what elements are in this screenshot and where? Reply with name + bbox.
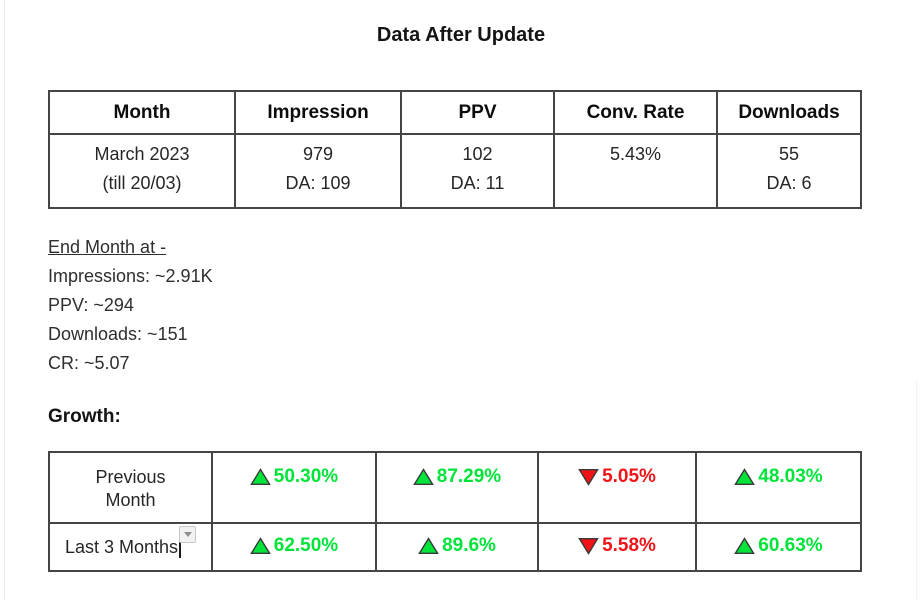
growth-cell: 89.6% bbox=[375, 522, 539, 572]
growth-value: 60.63% bbox=[734, 534, 823, 557]
growth-value: 50.30% bbox=[249, 466, 339, 488]
table-options-button[interactable] bbox=[179, 526, 197, 543]
conv-rate-value: 5.43% bbox=[609, 144, 662, 164]
growth-cell: 5.05% bbox=[537, 451, 697, 524]
column-header-ppv: PPV bbox=[400, 90, 555, 135]
text-cursor bbox=[179, 536, 182, 558]
growth-row-last-3-months: Last 3 Months 62.50% 89.6% bbox=[48, 522, 862, 572]
triangle-up-icon bbox=[734, 536, 756, 555]
label-line2: Month bbox=[105, 490, 156, 510]
chevron-down-icon bbox=[183, 532, 192, 537]
growth-value: 89.6% bbox=[418, 535, 496, 557]
ppv-line2: DA: 11 bbox=[450, 173, 505, 193]
column-header-downloads: Downloads bbox=[716, 90, 862, 135]
label-text: Last 3 Months bbox=[64, 536, 179, 557]
growth-cell: 60.63% bbox=[695, 522, 862, 572]
triangle-up-icon bbox=[249, 536, 271, 555]
growth-cell: 50.30% bbox=[211, 451, 377, 524]
growth-percent: 48.03% bbox=[758, 466, 823, 487]
growth-cell: 48.03% bbox=[695, 451, 862, 524]
month-line2: (till 20/03) bbox=[102, 173, 182, 193]
downloads-line2: DA: 6 bbox=[766, 173, 812, 193]
growth-percent: 50.30% bbox=[273, 466, 339, 487]
triangle-up-icon bbox=[418, 536, 439, 555]
page-title: Data After Update bbox=[376, 24, 546, 46]
growth-percent: 60.63% bbox=[758, 534, 823, 556]
growth-value: 62.50% bbox=[249, 534, 339, 557]
growth-value: 48.03% bbox=[734, 466, 823, 488]
cell-month: March 2023 (till 20/03) bbox=[48, 133, 236, 209]
column-header-conv-rate: Conv. Rate bbox=[553, 90, 718, 135]
end-month-downloads: Downloads: ~151 bbox=[48, 324, 188, 344]
impression-line2: DA: 109 bbox=[285, 173, 351, 193]
triangle-up-icon bbox=[249, 468, 271, 486]
page-edge-line bbox=[4, 0, 5, 600]
cell-downloads: 55 DA: 6 bbox=[716, 133, 862, 209]
growth-row-previous-month: Previous Month 50.30% 87.29% 5.05% bbox=[48, 451, 862, 524]
growth-table: Previous Month 50.30% 87.29% 5.05% bbox=[48, 451, 862, 572]
end-month-cr: CR: ~5.07 bbox=[48, 353, 130, 373]
growth-percent: 89.6% bbox=[442, 534, 496, 556]
data-table-header-row: Month Impression PPV Conv. Rate Download… bbox=[48, 90, 862, 135]
growth-label-last-3-months: Last 3 Months bbox=[48, 522, 213, 572]
cell-ppv: 102 DA: 11 bbox=[400, 133, 555, 209]
cell-conv-rate: 5.43% bbox=[553, 133, 718, 209]
triangle-down-icon bbox=[578, 537, 599, 555]
growth-label-previous-month: Previous Month bbox=[48, 451, 213, 524]
growth-value: 5.58% bbox=[578, 535, 656, 557]
triangle-up-icon bbox=[734, 468, 756, 486]
month-line1: March 2023 bbox=[94, 144, 190, 164]
growth-cell: 5.58% bbox=[537, 522, 697, 572]
data-table: Month Impression PPV Conv. Rate Download… bbox=[48, 90, 862, 209]
growth-heading: Growth: bbox=[48, 406, 121, 427]
column-header-impression: Impression bbox=[234, 90, 402, 135]
growth-percent: 5.05% bbox=[602, 466, 656, 487]
growth-cell: 87.29% bbox=[375, 451, 539, 524]
growth-percent: 5.58% bbox=[602, 534, 656, 556]
end-month-block: End Month at - Impressions: ~2.91K PPV: … bbox=[48, 233, 213, 378]
ppv-line1: 102 bbox=[462, 144, 493, 164]
cell-impression: 979 DA: 109 bbox=[234, 133, 402, 209]
end-month-impressions: Impressions: ~2.91K bbox=[48, 266, 213, 286]
label-line1: Previous bbox=[95, 467, 166, 487]
downloads-line1: 55 bbox=[778, 144, 800, 164]
triangle-up-icon bbox=[412, 468, 434, 486]
page-edge-line bbox=[916, 380, 917, 600]
end-month-heading: End Month at - bbox=[48, 237, 167, 257]
growth-value: 5.05% bbox=[578, 466, 656, 488]
growth-value: 87.29% bbox=[412, 466, 502, 488]
end-month-ppv: PPV: ~294 bbox=[48, 295, 134, 315]
impression-line1: 979 bbox=[302, 144, 334, 164]
triangle-down-icon bbox=[578, 468, 599, 486]
data-table-row: March 2023 (till 20/03) 979 DA: 109 102 … bbox=[48, 133, 862, 209]
growth-percent: 62.50% bbox=[273, 534, 339, 556]
column-header-month: Month bbox=[48, 90, 236, 135]
growth-cell: 62.50% bbox=[211, 522, 377, 572]
growth-percent: 87.29% bbox=[436, 466, 502, 487]
